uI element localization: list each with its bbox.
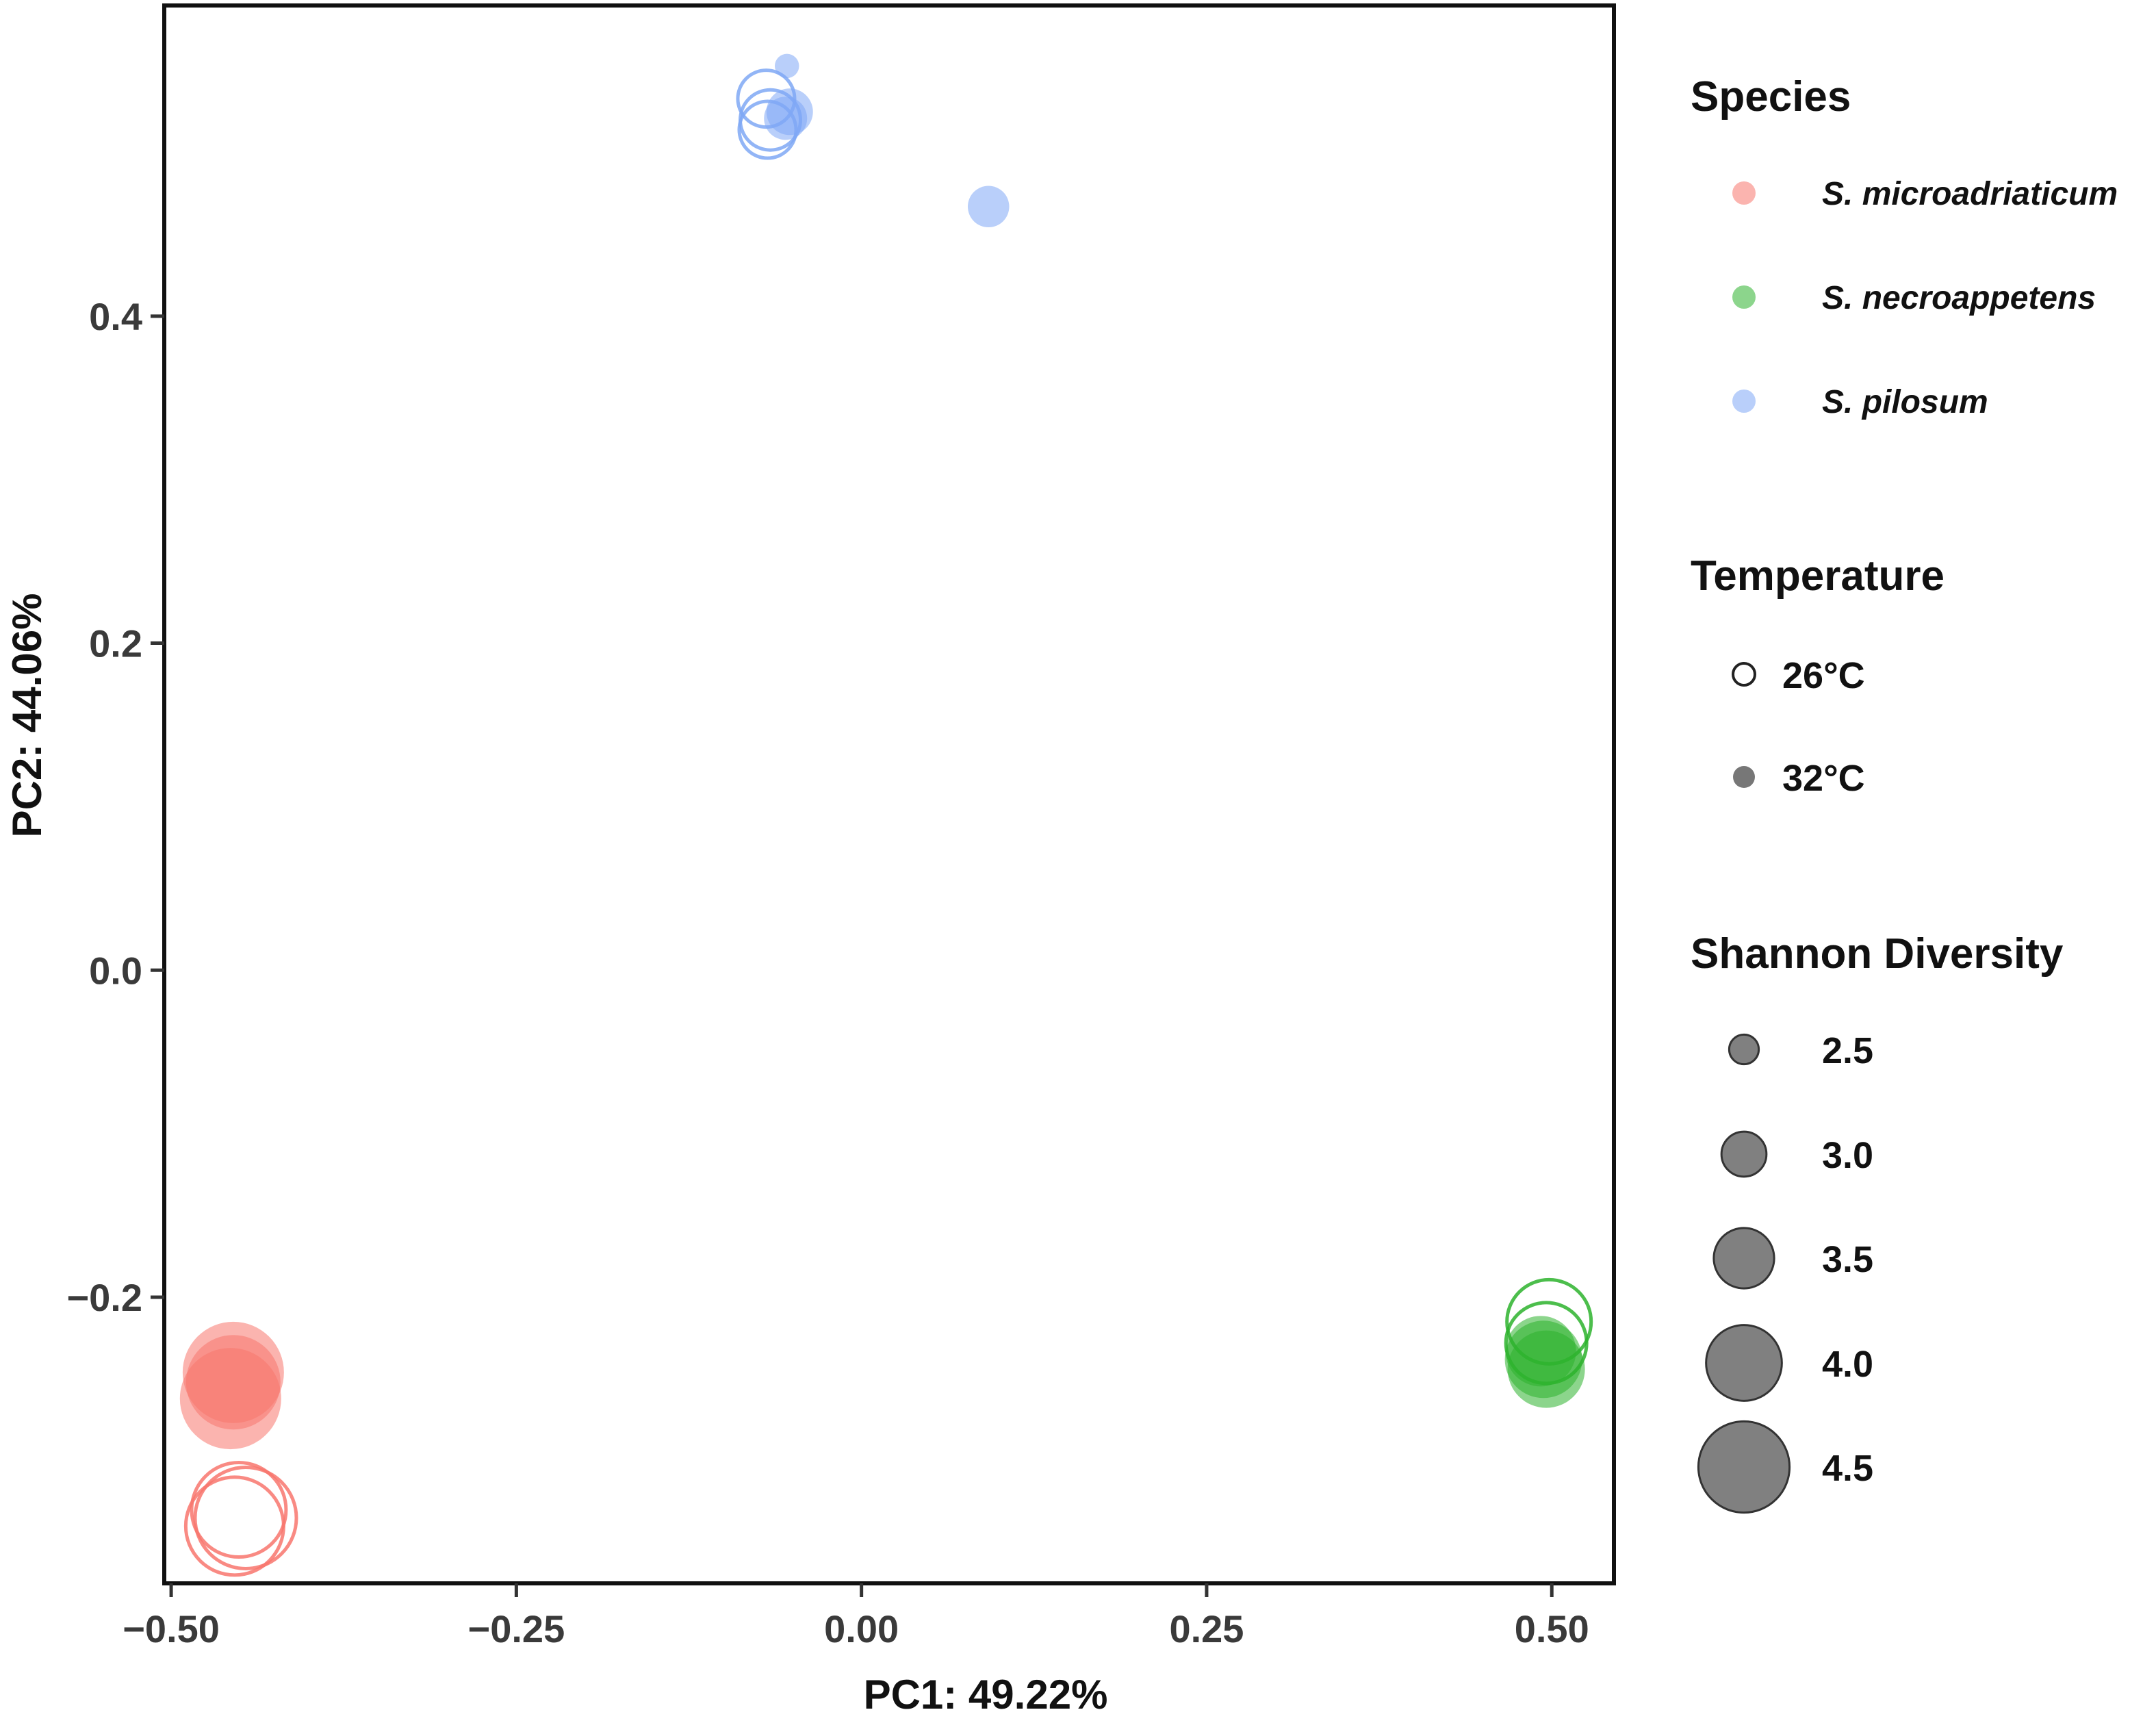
legend-label-shannon: 4.0: [1822, 1344, 1873, 1385]
legend-key-shannon: [1728, 1033, 1760, 1066]
x-axis: −0.50 −0.25 0.00 0.25 0.50: [123, 1583, 1589, 1650]
legend-title-species: Species: [1691, 73, 1851, 120]
legend-label-species: S. necroappetens: [1822, 280, 2096, 316]
data-point: [193, 1465, 298, 1570]
legend-key-shannon: [1720, 1130, 1768, 1178]
legend-key-shannon: [1712, 1227, 1775, 1290]
data-point: [774, 53, 799, 79]
y-axis-title: PC2: 44.06%: [4, 594, 50, 838]
x-tick-label: 0.25: [1169, 1607, 1244, 1650]
y-tick-label: −0.2: [66, 1276, 142, 1319]
x-tick-label: 0.00: [824, 1607, 899, 1650]
plot-panel-border: [162, 3, 1616, 1585]
data-point: [190, 1461, 288, 1559]
data-point: [183, 1475, 285, 1577]
x-tick-label: −0.50: [123, 1607, 220, 1650]
x-tick-label: 0.50: [1515, 1607, 1589, 1650]
legend-key-species: [1732, 390, 1756, 413]
y-tick-label: 0.2: [89, 622, 142, 665]
x-axis-title: PC1: 49.22%: [864, 1672, 1108, 1718]
legend-label-shannon: 2.5: [1822, 1030, 1873, 1071]
legend-label-temperature: 32°C: [1782, 758, 1865, 799]
y-axis: −0.2 0.0 0.2 0.4: [66, 295, 164, 1319]
legend-label-temperature: 26°C: [1782, 655, 1865, 696]
legend-key-shannon: [1705, 1324, 1783, 1402]
legend-label-shannon: 3.5: [1822, 1239, 1873, 1280]
legend: Species Temperature Shannon Diversity S.…: [1691, 73, 2118, 1514]
legend-key-species: [1732, 181, 1756, 205]
legend-label-species: S. pilosum: [1822, 384, 1988, 420]
data-point: [185, 1335, 281, 1430]
legend-label-shannon: 4.5: [1822, 1448, 1873, 1489]
y-tick-label: 0.0: [89, 949, 142, 992]
data-point: [1505, 1316, 1576, 1387]
data-point: [764, 97, 808, 140]
legend-key-species: [1732, 285, 1756, 309]
legend-title-temperature: Temperature: [1691, 552, 1945, 600]
data-point: [967, 186, 1010, 228]
data-points: [179, 53, 1593, 1577]
legend-key-temperature: [1732, 662, 1756, 687]
y-tick-label: 0.4: [89, 295, 142, 338]
x-tick-label: −0.25: [468, 1607, 565, 1650]
legend-key-temperature: [1733, 766, 1755, 788]
legend-key-shannon: [1697, 1420, 1791, 1514]
legend-label-species: S. microadriaticum: [1822, 176, 2118, 212]
legend-label-shannon: 3.0: [1822, 1135, 1873, 1176]
legend-title-shannon: Shannon Diversity: [1691, 930, 2064, 978]
